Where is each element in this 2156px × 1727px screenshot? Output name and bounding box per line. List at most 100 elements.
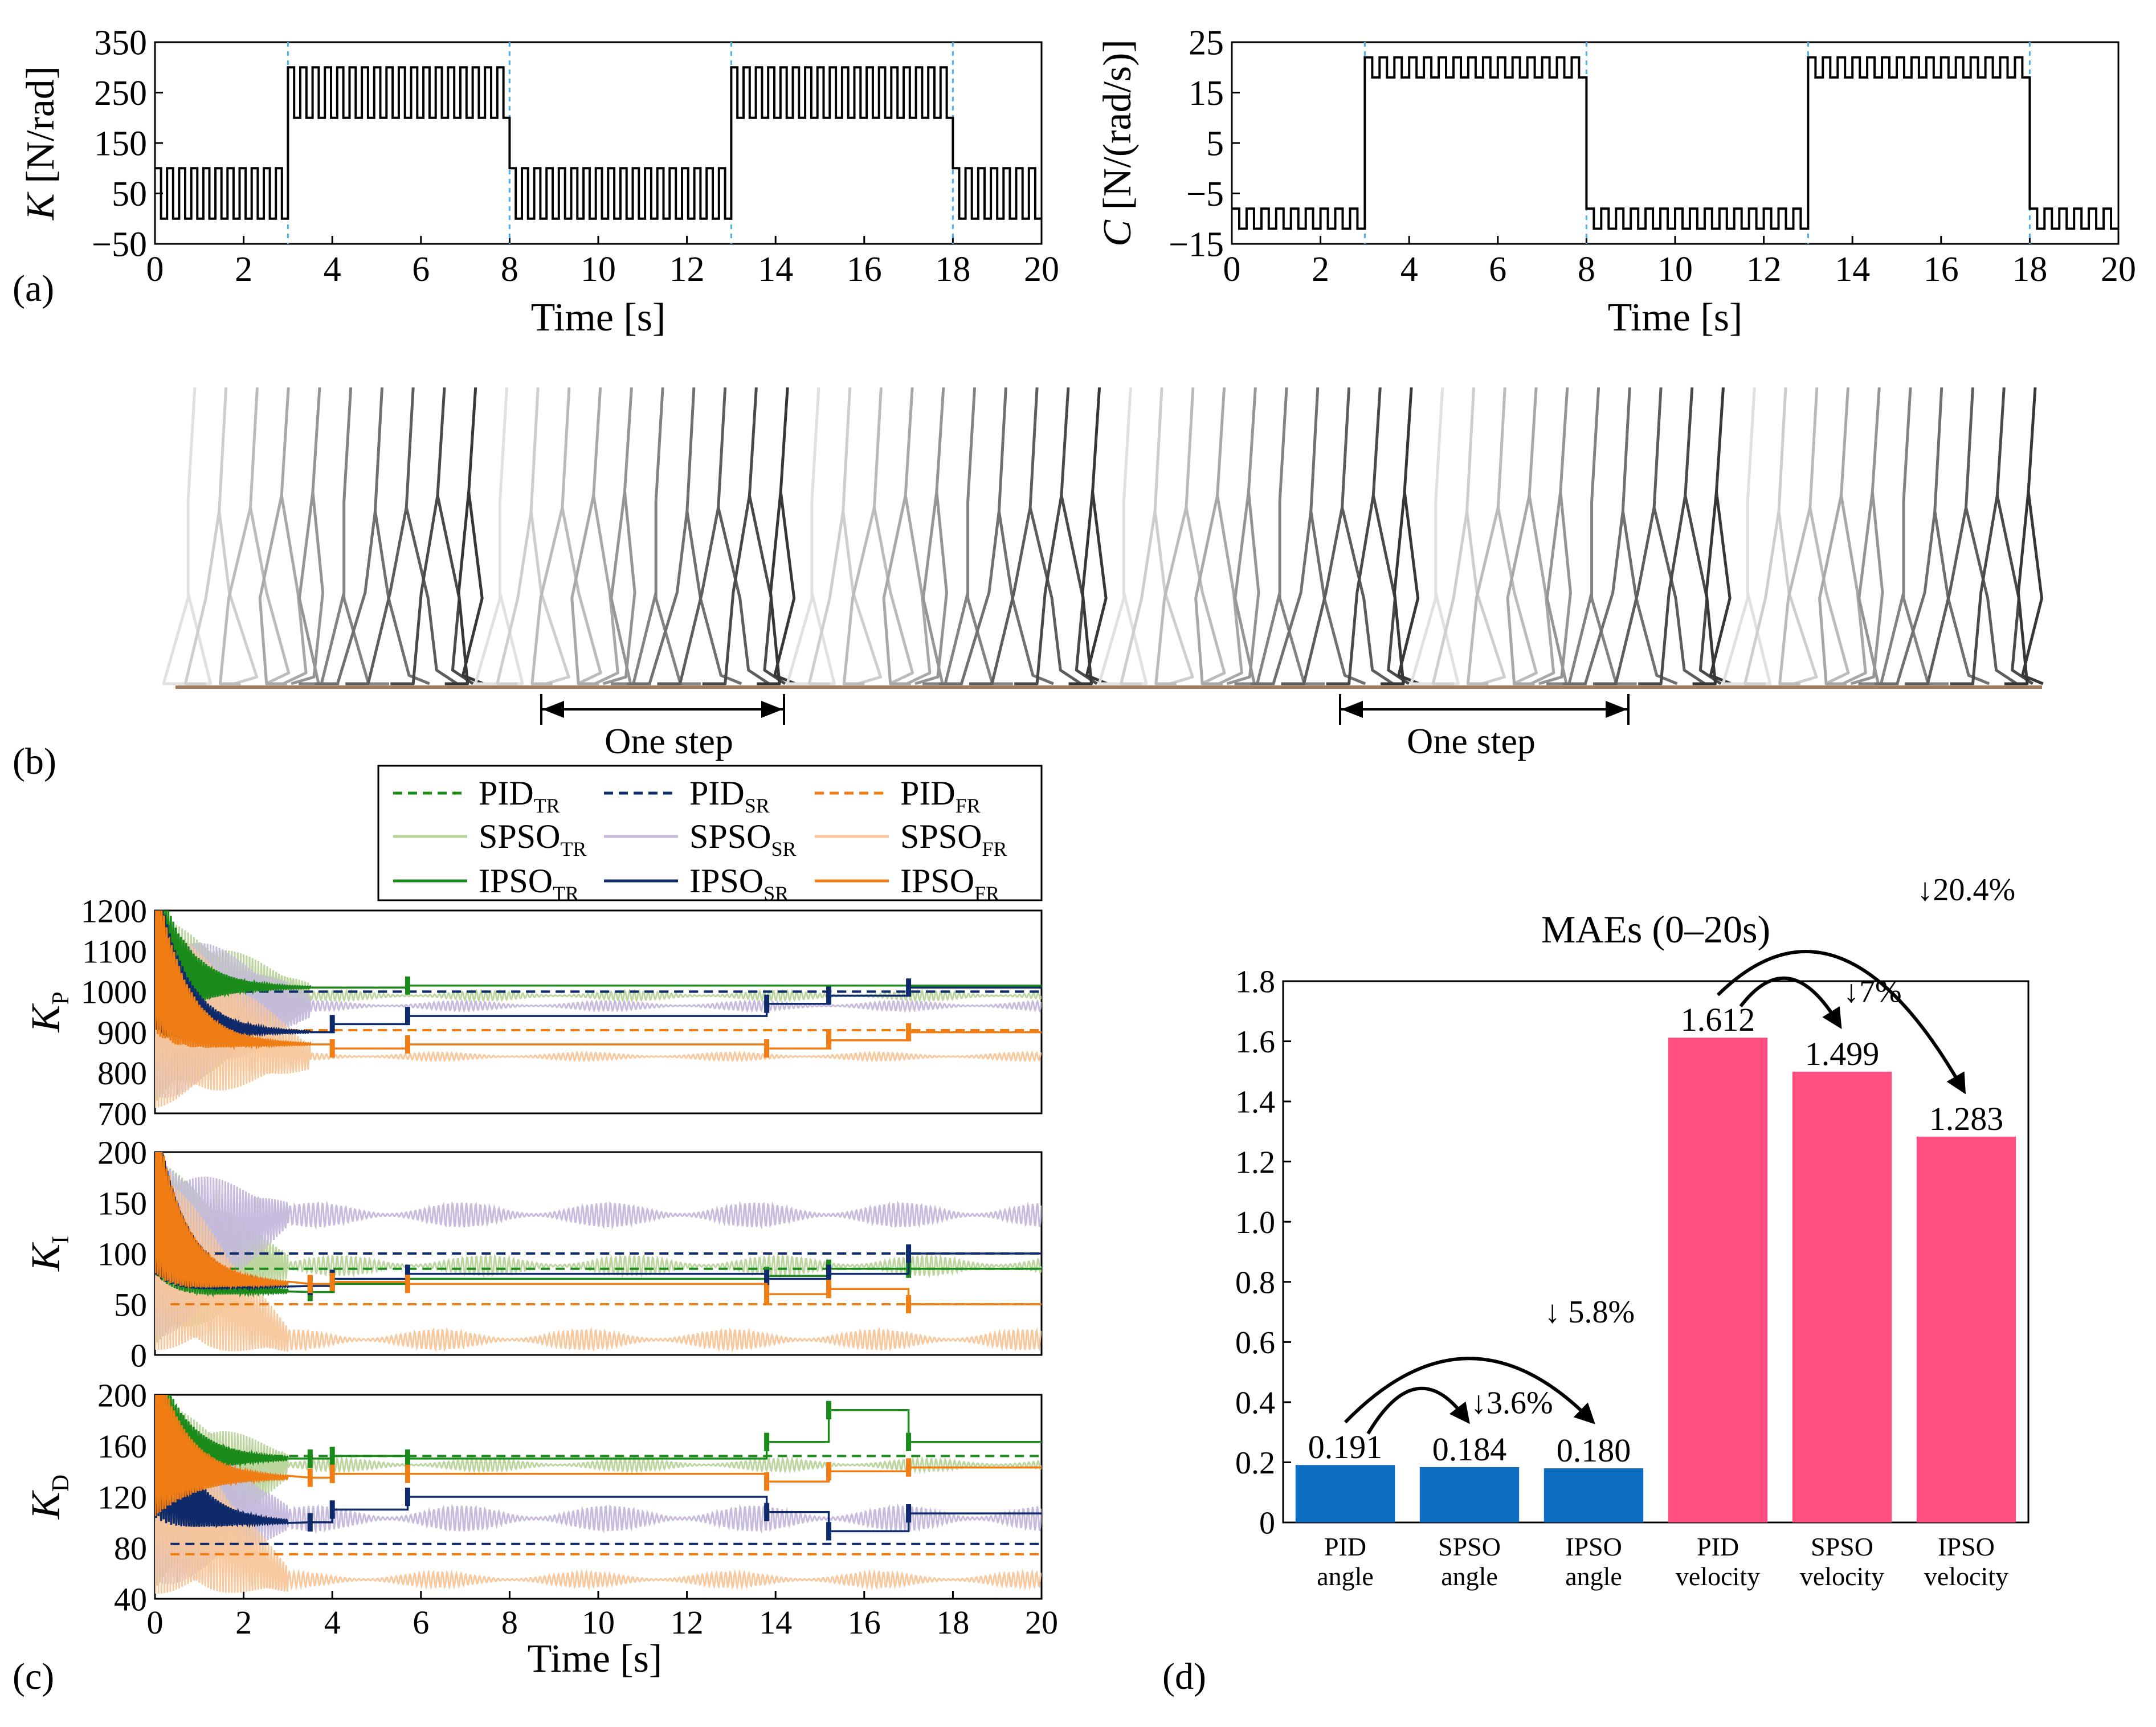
series-group — [155, 1395, 1042, 1594]
category-label: angle — [1441, 1562, 1498, 1591]
gait-frame — [1194, 387, 1243, 685]
legend-entry: IPSOSR — [604, 862, 789, 905]
gait-frame — [1068, 387, 1108, 685]
series-ipso-tr — [155, 911, 1042, 1030]
x-tick-label: 12 — [671, 1604, 704, 1641]
legend: PIDTR PIDSR PIDFR SPSOTR SPSOSR SPSOFR IPSOTR I… — [377, 765, 1043, 905]
gait-frame — [1905, 387, 2018, 685]
step-marker-1: One step — [540, 694, 785, 761]
gait-frame — [496, 387, 570, 685]
category-label: velocity — [1800, 1562, 1884, 1591]
x-axis-label: Time [s] — [531, 296, 666, 340]
y-tick-label: 200 — [97, 1134, 147, 1171]
reduction-arrow — [1366, 1386, 1470, 1435]
gait-frame — [390, 387, 474, 685]
gait-frame — [1250, 387, 1366, 685]
gait-frame — [1326, 387, 1410, 685]
series-group — [155, 1152, 1042, 1353]
legend-entry: PIDFR — [815, 774, 981, 817]
gait-frame — [1381, 387, 1420, 685]
category-label: velocity — [1924, 1562, 2008, 1591]
gait-frame — [1818, 387, 1867, 685]
x-tick-label: 10 — [582, 1604, 615, 1641]
kd-plot: 40 80 120 160 200 0 2 4 6 8 10 12 14 16 18 20 KD — [23, 1377, 1058, 1641]
gait-frame — [1592, 387, 1706, 685]
bar-pid-angle — [1295, 1465, 1395, 1522]
y-tick-label: 0 — [1259, 1506, 1275, 1541]
y-tick-label: 5 — [1206, 125, 1224, 164]
x-axis-label: Time [s] — [1608, 296, 1743, 340]
category-label: velocity — [1676, 1562, 1760, 1591]
gait-frame — [1014, 387, 1098, 685]
y-axis-label: KD — [23, 1475, 74, 1520]
x-tick-label: 20 — [1024, 250, 1059, 289]
gait-frame — [627, 387, 742, 685]
legend-label: SPSOFR — [900, 818, 1007, 860]
x-tick-label: 14 — [759, 1604, 792, 1641]
x-tick-label: 18 — [936, 1604, 969, 1641]
y-tick-label: 120 — [97, 1479, 147, 1516]
legend-entry: IPSOFR — [815, 862, 999, 905]
gait-frame — [315, 387, 430, 685]
x-tick-label: 10 — [1657, 250, 1693, 289]
bar-spso-velocity — [1792, 1071, 1892, 1522]
panel-b: One step One step (b) — [13, 387, 2044, 782]
legend-entry: SPSOSR — [604, 818, 796, 860]
x-axis-label-c: Time [s] — [528, 1637, 663, 1681]
legend-entry: PIDTR — [393, 774, 560, 817]
square-wave-series — [155, 66, 1042, 220]
gait-frame — [1743, 387, 1818, 685]
bar-value-label: 1.612 — [1681, 1001, 1755, 1038]
x-tick-label: 16 — [848, 1604, 881, 1641]
x-tick-label: 16 — [1924, 250, 1959, 289]
x-tick-label: 14 — [758, 250, 793, 289]
gait-frame — [1506, 387, 1555, 685]
gait-frame — [1546, 387, 1637, 685]
gait-frame — [1410, 387, 1460, 685]
y-tick-label: 350 — [94, 24, 147, 63]
y-tick-label: 160 — [97, 1428, 147, 1465]
y-tick-label: 15 — [1189, 74, 1224, 113]
gait-frame — [922, 387, 1013, 685]
gait-frame — [530, 387, 602, 685]
x-tick-label: 14 — [1835, 250, 1870, 289]
category-label: PID — [1324, 1532, 1366, 1561]
y-tick-label: 1.4 — [1235, 1085, 1275, 1120]
gait-sequence — [162, 387, 2044, 685]
panel-label-b: (b) — [13, 741, 56, 782]
x-tick-label: 20 — [2101, 250, 2136, 289]
gait-frame — [1721, 387, 1772, 685]
y-tick-label: 25 — [1189, 24, 1224, 63]
x-tick-label: 8 — [1578, 250, 1595, 289]
step-label-2: One step — [1407, 721, 1536, 761]
y-tick-label: 0 — [130, 1337, 147, 1374]
gait-frame — [1431, 387, 1506, 685]
gait-frame — [1097, 387, 1148, 685]
x-tick-label: 4 — [1400, 250, 1418, 289]
gait-frame — [807, 387, 883, 685]
y-tick-label: 1100 — [82, 933, 147, 970]
bar-ipso-velocity — [1916, 1136, 2016, 1522]
y-tick-label: 100 — [97, 1235, 147, 1272]
gait-frame — [702, 387, 786, 685]
bar-ipso-angle — [1544, 1468, 1644, 1522]
gait-frame — [610, 387, 701, 685]
x-tick-label: 0 — [1223, 250, 1241, 289]
y-tick-label: 0.4 — [1235, 1385, 1275, 1420]
x-tick-label: 10 — [581, 250, 616, 289]
y-tick-label: 150 — [94, 125, 147, 164]
x-tick-label: 0 — [146, 250, 164, 289]
y-tick-label: 0.2 — [1235, 1446, 1275, 1481]
legend-label: IPSOTR — [479, 862, 579, 905]
x-tick-label: 18 — [2012, 250, 2047, 289]
y-tick-label: 1.2 — [1235, 1145, 1275, 1180]
gait-frame — [444, 387, 484, 685]
category-label: IPSO — [1565, 1532, 1622, 1561]
gait-frame — [786, 387, 836, 685]
y-tick-label: 50 — [112, 175, 147, 214]
gait-frame — [1234, 387, 1325, 685]
stiffness-plot: −50 50 150 250 350 0 2 4 6 8 10 12 14 16 18 20 Time [s] K… — [19, 24, 1059, 340]
panel-c: PIDTR PIDSR PIDFR SPSOTR SPSOSR SPSOFR IPSOTR I… — [13, 765, 1058, 1697]
